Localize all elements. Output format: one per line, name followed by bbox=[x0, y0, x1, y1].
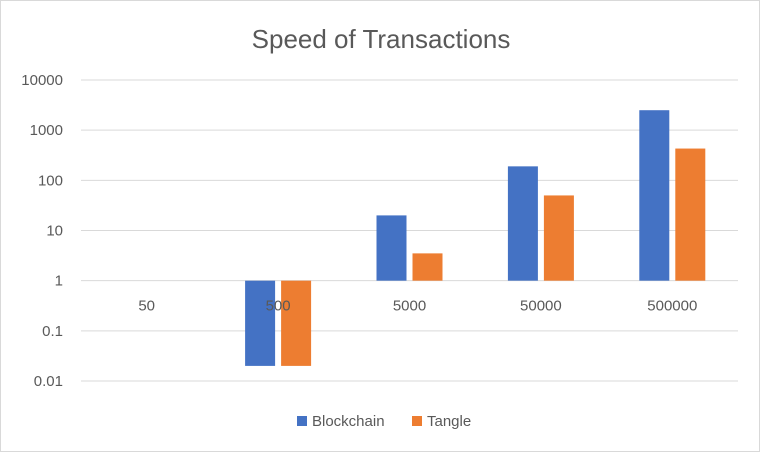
y-axis-ticks: 10000 1000 100 10 1 0.1 0.01 bbox=[21, 72, 63, 390]
bar-tangle-5000 bbox=[412, 253, 443, 281]
x-axis-labels: 50 500 5000 50000 500000 bbox=[138, 298, 697, 315]
legend: Blockchain Tangle bbox=[297, 413, 471, 430]
x-category-label: 500 bbox=[266, 298, 291, 315]
y-tick-label: 10000 bbox=[21, 72, 63, 89]
y-tick-label: 1 bbox=[55, 273, 63, 290]
x-category-label: 50 bbox=[138, 298, 155, 315]
legend-swatch-blockchain bbox=[297, 416, 307, 426]
bar-tangle-500 bbox=[281, 280, 312, 366]
bar-blockchain-500000 bbox=[639, 110, 670, 281]
chart-title: Speed of Transactions bbox=[252, 24, 511, 54]
bars bbox=[245, 110, 706, 366]
x-category-label: 50000 bbox=[520, 298, 562, 315]
y-tick-label: 1000 bbox=[30, 122, 63, 139]
bar-tangle-50000 bbox=[543, 195, 574, 281]
bar-blockchain-50000 bbox=[507, 166, 538, 281]
y-tick-label: 100 bbox=[38, 172, 63, 189]
legend-label-blockchain: Blockchain bbox=[312, 413, 385, 430]
bar-tangle-500000 bbox=[675, 148, 706, 281]
gridlines bbox=[81, 79, 738, 382]
y-tick-label: 0.01 bbox=[34, 373, 63, 390]
legend-swatch-tangle bbox=[412, 416, 422, 426]
y-tick-label: 10 bbox=[46, 223, 63, 240]
x-category-label: 500000 bbox=[647, 298, 697, 315]
bar-blockchain-5000 bbox=[376, 215, 407, 281]
x-category-label: 5000 bbox=[393, 298, 426, 315]
y-tick-label: 0.1 bbox=[42, 323, 63, 340]
legend-label-tangle: Tangle bbox=[427, 413, 471, 430]
bar-blockchain-500 bbox=[245, 280, 276, 366]
